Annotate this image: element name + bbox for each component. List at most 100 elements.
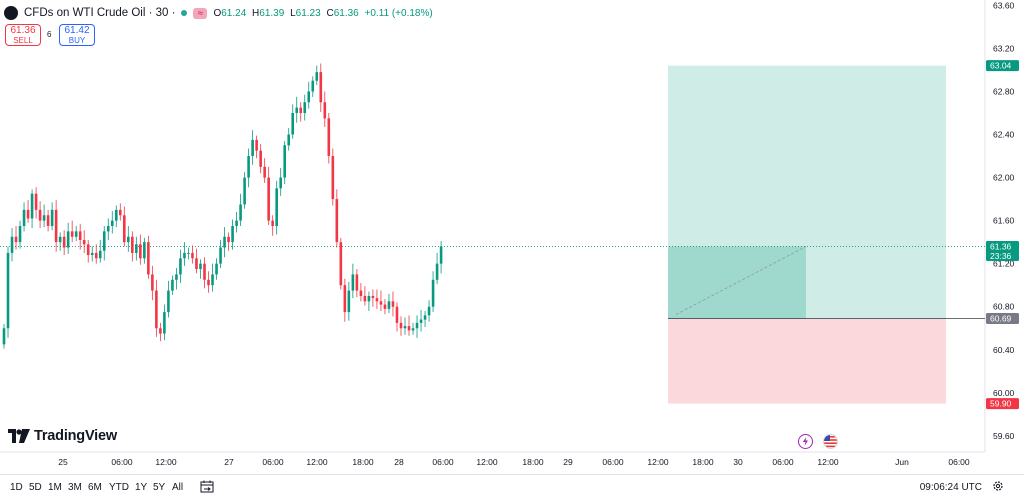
time-tick-label: 12:00	[647, 457, 669, 467]
price-tick-label: 61.60	[993, 216, 1015, 226]
timeframe-1d[interactable]: 1D	[10, 482, 23, 493]
candle-body	[263, 166, 266, 178]
candle-body	[387, 301, 391, 309]
candle-body	[179, 258, 182, 275]
target-price-tag: 63.04	[990, 61, 1012, 71]
candle-body	[10, 236, 14, 253]
candle-body	[159, 328, 162, 334]
candle-body	[98, 250, 102, 259]
candle-body	[415, 322, 419, 329]
time-tick-label: 12:00	[155, 457, 177, 467]
candle-body	[267, 177, 270, 221]
flash-icon[interactable]	[798, 434, 813, 449]
candle-body	[18, 226, 22, 243]
candle-body	[435, 263, 439, 280]
candle-body	[327, 118, 331, 157]
price-tick-label: 62.40	[993, 130, 1015, 140]
time-tick-label: 29	[563, 457, 573, 467]
candle-body	[183, 252, 186, 259]
candle-body	[347, 290, 351, 313]
sell-price: 61.36	[10, 25, 36, 36]
candle-body	[86, 244, 90, 256]
candle-body	[231, 226, 234, 243]
candle-body	[219, 247, 222, 264]
last-price-tag: 23:36	[990, 251, 1012, 261]
price-tick-label: 61.20	[993, 259, 1015, 269]
time-tick-label: 30	[733, 457, 743, 467]
candle-body	[106, 226, 110, 232]
timeframe-ytd[interactable]: YTD	[109, 482, 129, 493]
ohlc-values: O61.24 H61.39 L61.23 C61.36 +0.11 (+0.18…	[213, 7, 433, 19]
timeframe-5y[interactable]: 5Y	[153, 482, 166, 493]
candle-body	[283, 145, 286, 178]
timeframe-1m[interactable]: 1M	[48, 482, 62, 493]
candle-body	[407, 326, 411, 331]
profit-zone-filled	[668, 246, 806, 319]
candle-body	[151, 274, 154, 291]
gear-icon[interactable]	[992, 480, 1004, 492]
candle-body	[163, 312, 166, 334]
price-tick-label: 63.20	[993, 43, 1015, 53]
buy-price: 61.42	[64, 25, 90, 36]
time-tick-label: Jun	[895, 457, 909, 467]
target-price-tag-bg	[986, 60, 1019, 72]
market-open-icon	[181, 10, 188, 16]
sell-button[interactable]: 61.36 SELL	[5, 24, 41, 46]
entry-price-tag: 60.69	[990, 314, 1012, 324]
us-flag-icon[interactable]	[823, 434, 838, 449]
logo-text: TradingView	[34, 428, 117, 444]
price-tick-label: 63.60	[993, 0, 1015, 10]
candle-body	[315, 72, 319, 81]
candle-body	[167, 290, 170, 313]
candle-body	[259, 150, 262, 167]
candle-body	[311, 80, 315, 92]
last-price-tag-bg	[986, 240, 1019, 261]
candle-body	[14, 236, 18, 243]
tradingview-logo[interactable]: TradingView	[8, 428, 117, 444]
candle-body	[118, 209, 122, 216]
symbol-logo-icon	[4, 6, 18, 20]
timeframe-5d[interactable]: 5D	[29, 482, 42, 493]
candle-body	[195, 258, 198, 270]
price-tick-label: 59.60	[993, 431, 1015, 441]
candle-body	[255, 139, 258, 151]
candle-body	[211, 274, 214, 286]
time-tick-label: 12:00	[306, 457, 328, 467]
time-tick-label: 06:00	[262, 457, 284, 467]
candle-body	[199, 263, 202, 270]
candle-body	[291, 113, 295, 135]
price-tick-label: 60.40	[993, 345, 1015, 355]
timeframe-6m[interactable]: 6M	[88, 482, 102, 493]
data-delay-icon[interactable]: ≈	[193, 7, 208, 19]
candle-body	[143, 242, 146, 259]
calendar-range-icon[interactable]	[200, 480, 214, 493]
candle-body	[74, 231, 78, 237]
candle-body	[375, 298, 379, 302]
candle-body	[110, 220, 114, 226]
candle-body	[271, 220, 274, 226]
symbol-title[interactable]: CFDs on WTI Crude Oil · 30 ·	[24, 7, 176, 19]
time-tick-label: 18:00	[352, 457, 374, 467]
time-tick-label: 06:00	[772, 457, 794, 467]
candle-body	[191, 252, 194, 259]
candle-body	[155, 290, 158, 329]
timeframe-all[interactable]: All	[172, 482, 184, 493]
candle-body	[395, 306, 399, 323]
candle-body	[135, 244, 138, 253]
candle-body	[215, 263, 218, 275]
candle-body	[391, 301, 395, 307]
candle-body	[363, 295, 367, 302]
timeframe-3m[interactable]: 3M	[68, 482, 82, 493]
candle-body	[303, 102, 307, 113]
candle-body	[90, 252, 94, 256]
timeframe-1y[interactable]: 1Y	[135, 482, 148, 493]
candle-body	[46, 215, 50, 226]
candle-body	[419, 319, 423, 323]
buy-button[interactable]: 61.42 BUY	[59, 24, 95, 46]
candle-body	[114, 209, 118, 221]
time-tick-label: 18:00	[522, 457, 544, 467]
price-chart[interactable]: 63.60 63.20 62.80 62.40 62.00 61.60 61.20 60.80…	[0, 0, 1024, 474]
utc-clock[interactable]: 09:06:24 UTC	[919, 482, 982, 493]
candle-body	[247, 156, 250, 178]
